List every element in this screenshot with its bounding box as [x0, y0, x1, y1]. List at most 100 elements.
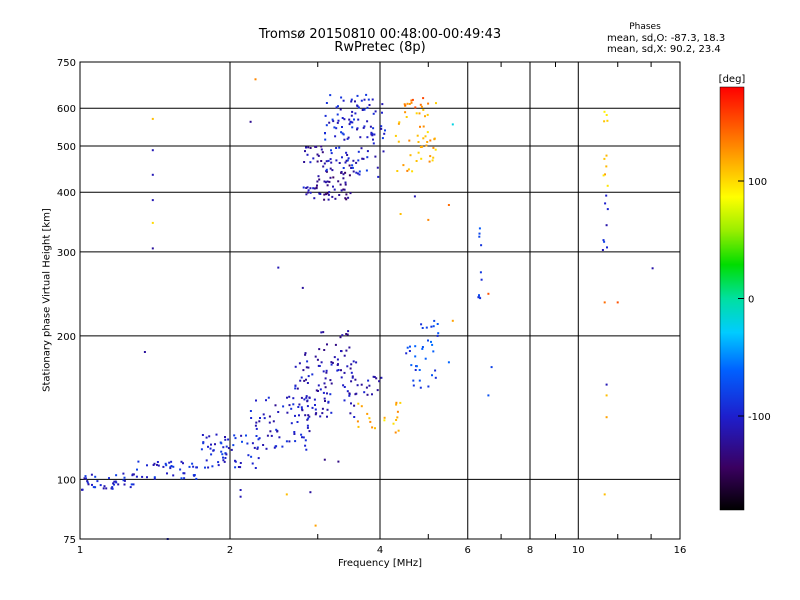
data-point — [348, 346, 351, 349]
data-point — [329, 158, 332, 161]
data-point — [383, 416, 386, 419]
data-point — [221, 453, 224, 456]
data-point — [84, 475, 87, 478]
data-point — [146, 464, 148, 467]
data-point — [204, 466, 206, 469]
data-point — [352, 360, 355, 363]
data-point — [427, 339, 429, 342]
data-point — [380, 125, 383, 128]
data-point — [366, 156, 369, 159]
phases-stats-o: mean, sd,O: -87.3, 18.3 — [607, 33, 726, 44]
data-point — [324, 377, 327, 380]
data-point — [358, 173, 361, 176]
data-point — [410, 99, 413, 102]
data-point — [83, 477, 86, 480]
data-point — [208, 435, 211, 438]
data-point — [294, 414, 296, 417]
data-point — [170, 460, 173, 463]
data-point — [333, 356, 336, 359]
data-point — [372, 112, 375, 115]
data-point — [350, 371, 353, 374]
data-point — [372, 138, 374, 141]
data-point — [307, 191, 309, 194]
data-point — [317, 154, 320, 157]
data-point — [276, 430, 279, 433]
data-point — [307, 414, 310, 417]
data-point — [326, 180, 329, 183]
data-point — [308, 396, 311, 399]
data-point — [347, 330, 350, 333]
data-point — [262, 413, 265, 416]
data-point — [372, 375, 375, 378]
data-point — [94, 475, 97, 478]
data-point — [327, 159, 330, 162]
data-point — [432, 350, 435, 353]
data-point — [605, 416, 608, 419]
data-point — [346, 390, 349, 393]
data-point — [366, 412, 369, 415]
data-point — [146, 476, 148, 479]
data-point — [96, 480, 99, 483]
data-point — [321, 412, 324, 415]
data-point — [605, 224, 608, 227]
data-point — [419, 103, 422, 106]
data-point — [352, 159, 355, 162]
data-point — [366, 106, 369, 109]
data-point — [343, 138, 346, 141]
data-point — [373, 133, 376, 136]
data-point — [318, 365, 321, 367]
data-point — [294, 387, 297, 390]
data-point — [328, 191, 331, 194]
data-point — [419, 146, 422, 148]
data-point — [259, 417, 261, 419]
data-point — [356, 128, 358, 131]
data-point — [151, 149, 154, 152]
data-point — [338, 162, 341, 164]
data-point — [351, 121, 354, 124]
data-point — [315, 389, 318, 392]
data-point — [422, 137, 425, 140]
data-point — [429, 155, 432, 158]
data-point — [343, 118, 346, 121]
data-point — [195, 477, 198, 480]
data-point — [602, 174, 605, 177]
data-point — [360, 147, 363, 150]
data-point — [325, 168, 328, 171]
data-point — [410, 364, 413, 367]
data-point — [307, 146, 310, 149]
data-point — [332, 185, 334, 188]
data-point — [337, 105, 339, 108]
data-point — [254, 78, 257, 81]
data-point — [447, 204, 450, 206]
colorbar-label: [deg] — [719, 74, 746, 85]
data-point — [603, 157, 606, 160]
data-point — [320, 145, 323, 148]
data-point — [268, 415, 271, 418]
data-point — [417, 141, 420, 143]
data-point — [374, 427, 376, 430]
data-point — [432, 146, 435, 149]
data-point — [344, 183, 347, 186]
data-point — [396, 410, 399, 413]
data-point — [334, 343, 337, 346]
data-point — [308, 430, 311, 433]
data-point — [222, 459, 225, 462]
data-point — [318, 178, 321, 181]
x-tick-label: 1 — [77, 545, 83, 556]
data-point — [384, 129, 386, 132]
data-point — [151, 117, 154, 120]
data-point — [123, 479, 126, 482]
data-point — [103, 485, 106, 488]
data-point — [92, 486, 95, 489]
data-point — [355, 161, 358, 164]
data-point — [362, 157, 365, 160]
data-point — [399, 401, 402, 404]
data-point — [427, 218, 430, 221]
data-point — [398, 121, 401, 124]
data-point — [383, 419, 386, 422]
data-point — [217, 464, 220, 467]
data-point — [320, 331, 323, 334]
data-point — [341, 117, 344, 119]
data-point — [351, 166, 354, 169]
data-point — [304, 444, 307, 447]
